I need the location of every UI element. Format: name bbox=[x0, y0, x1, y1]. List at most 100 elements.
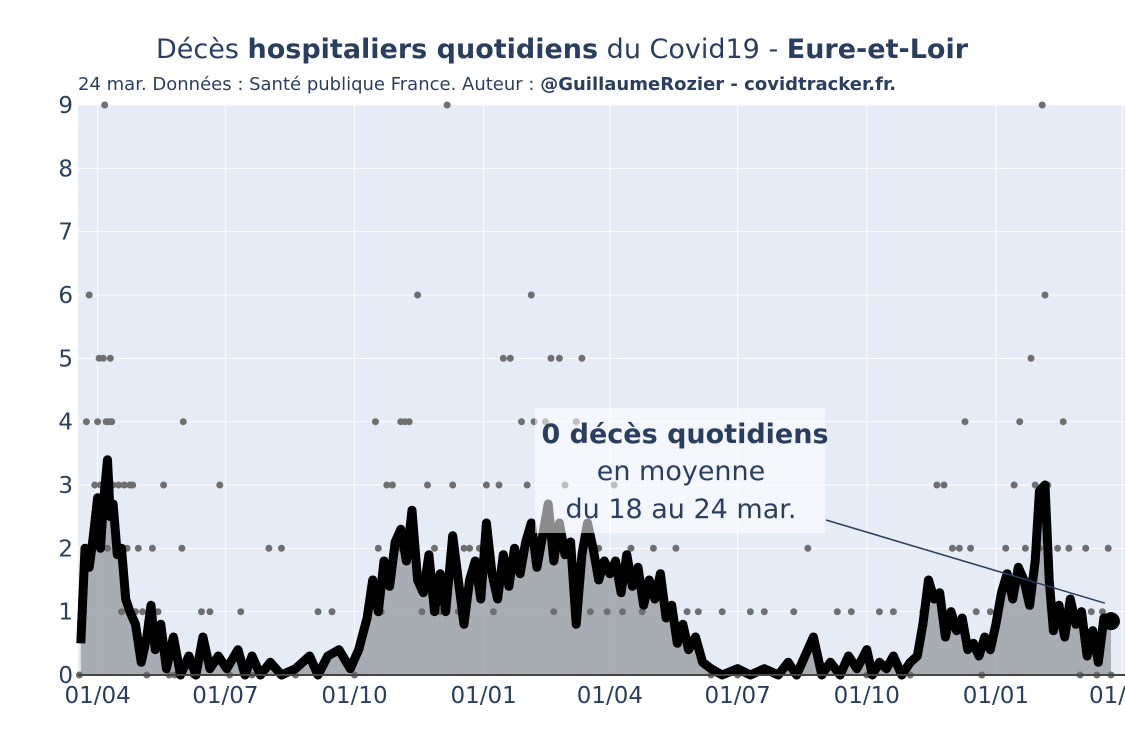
data-point bbox=[961, 418, 969, 426]
x-tick-label: 01/01 bbox=[963, 683, 1029, 709]
x-tick-label: 01/04 bbox=[1089, 683, 1125, 709]
data-point bbox=[638, 608, 646, 616]
y-axis-ticks: 0 1 2 3 4 5 6 7 8 9 bbox=[58, 93, 73, 689]
data-point bbox=[833, 608, 841, 616]
data-point bbox=[120, 481, 128, 489]
data-point bbox=[1082, 544, 1090, 552]
data-point bbox=[518, 418, 525, 426]
data-point bbox=[889, 608, 897, 616]
data-point bbox=[489, 608, 497, 616]
data-point bbox=[1041, 291, 1049, 299]
data-point bbox=[760, 608, 768, 616]
data-point bbox=[847, 608, 855, 616]
data-point bbox=[328, 608, 336, 616]
data-point bbox=[134, 544, 142, 552]
chart-subtitle: 24 mar. Données : Santé publique France.… bbox=[78, 74, 896, 95]
data-point bbox=[466, 544, 474, 552]
x-tick-label: 01/04 bbox=[65, 683, 131, 709]
title-bold-part1: hospitaliers quotidiens bbox=[247, 34, 598, 65]
data-point bbox=[82, 418, 90, 426]
data-point bbox=[683, 608, 691, 616]
y-tick-label: 1 bbox=[58, 600, 73, 626]
data-point bbox=[374, 544, 382, 552]
data-point bbox=[718, 608, 726, 616]
x-tick-label: 01/10 bbox=[321, 683, 387, 709]
data-point bbox=[99, 354, 107, 362]
data-point bbox=[383, 481, 391, 489]
data-point bbox=[1016, 418, 1024, 426]
data-point bbox=[986, 608, 994, 616]
x-tick-label: 01/07 bbox=[192, 683, 258, 709]
data-point bbox=[198, 608, 205, 616]
annotation-headline: 0 décès quotidiens bbox=[541, 419, 828, 450]
data-point bbox=[619, 608, 627, 616]
annotation: 0 décès quotidiens en moyenne du 18 au 2… bbox=[535, 408, 1106, 604]
data-point bbox=[495, 481, 503, 489]
data-point bbox=[237, 608, 245, 616]
data-point bbox=[449, 481, 457, 489]
subtitle-text: 24 mar. Données : Santé publique France.… bbox=[78, 74, 540, 95]
data-point bbox=[506, 354, 514, 362]
data-point bbox=[1104, 544, 1112, 552]
annotation-box bbox=[535, 408, 825, 533]
data-point bbox=[555, 354, 563, 362]
y-tick-label: 6 bbox=[58, 283, 73, 309]
data-point bbox=[523, 481, 531, 489]
y-tick-label: 8 bbox=[58, 156, 73, 182]
data-point bbox=[418, 608, 426, 616]
data-point bbox=[1010, 481, 1018, 489]
data-point bbox=[948, 544, 956, 552]
data-point bbox=[278, 544, 285, 552]
data-point bbox=[106, 354, 114, 362]
data-point bbox=[424, 481, 431, 489]
x-tick-label: 01/04 bbox=[577, 683, 643, 709]
data-point bbox=[139, 608, 147, 616]
moving-average-line bbox=[76, 455, 1113, 680]
annotation-line3: du 18 au 24 mar. bbox=[565, 494, 796, 525]
data-point bbox=[405, 418, 413, 426]
data-point bbox=[940, 481, 948, 489]
data-point bbox=[314, 608, 322, 616]
data-point bbox=[804, 544, 812, 552]
data-point bbox=[1054, 544, 1062, 552]
subtitle-author: @GuillaumeRozier - covidtracker.fr. bbox=[540, 74, 896, 95]
data-point bbox=[955, 544, 963, 552]
title-prefix: Décès bbox=[156, 34, 248, 65]
data-point bbox=[578, 354, 586, 362]
data-point bbox=[1059, 418, 1067, 426]
data-point bbox=[443, 101, 451, 109]
data-point bbox=[547, 354, 555, 362]
data-point bbox=[1031, 481, 1039, 489]
data-point bbox=[115, 481, 123, 489]
data-point bbox=[91, 481, 99, 489]
data-point bbox=[388, 481, 396, 489]
data-point bbox=[603, 608, 611, 616]
data-point bbox=[499, 354, 507, 362]
data-point bbox=[431, 544, 438, 552]
data-point bbox=[460, 544, 468, 552]
y-tick-label: 9 bbox=[58, 93, 73, 119]
y-tick-label: 0 bbox=[58, 663, 73, 689]
data-point bbox=[527, 291, 535, 299]
annotation-line2: en moyenne bbox=[597, 456, 766, 487]
chart-title: Décès hospitaliers quotidiens du Covid19… bbox=[156, 34, 969, 65]
x-tick-label: 01/10 bbox=[834, 683, 900, 709]
data-point bbox=[206, 608, 214, 616]
data-point bbox=[1099, 608, 1106, 616]
data-point bbox=[627, 544, 635, 552]
y-tick-label: 3 bbox=[58, 473, 73, 499]
series-line bbox=[76, 455, 1113, 680]
title-bold-part2: Eure-et-Loir bbox=[787, 34, 969, 65]
data-point bbox=[1087, 608, 1095, 616]
data-point bbox=[148, 544, 156, 552]
data-point bbox=[672, 544, 680, 552]
data-point bbox=[746, 608, 754, 616]
data-point bbox=[160, 481, 168, 489]
data-point bbox=[265, 544, 273, 552]
data-point bbox=[104, 544, 111, 552]
data-point bbox=[550, 608, 558, 616]
data-point bbox=[178, 544, 186, 552]
data-point bbox=[972, 608, 980, 616]
y-tick-label: 4 bbox=[58, 410, 73, 436]
